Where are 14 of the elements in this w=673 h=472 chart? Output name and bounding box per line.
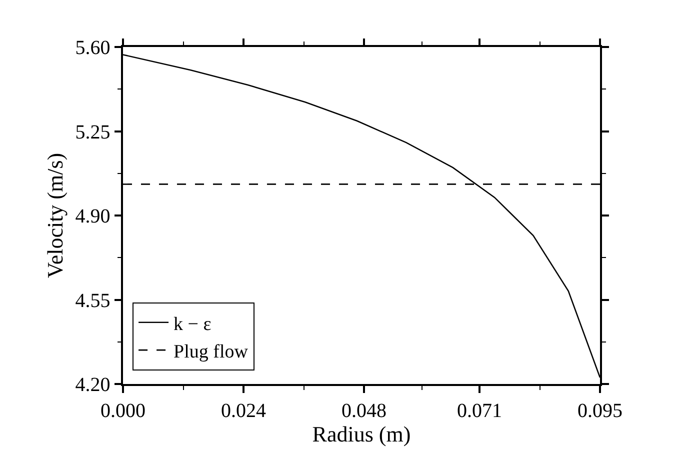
x-tick-label: 0.000 — [100, 400, 146, 422]
y-tick-label: 4.20 — [75, 374, 110, 396]
x-tick-label: 0.071 — [456, 400, 502, 422]
x-tick-label: 0.095 — [578, 400, 622, 422]
y-tick-label: 5.25 — [75, 121, 110, 144]
x-tick-label: 0.024 — [221, 400, 266, 422]
y-tick-label: 5.60 — [75, 37, 110, 59]
x-axis-title: Radius (m) — [312, 422, 411, 447]
y-tick-label: 4.90 — [75, 206, 110, 228]
y-tick-label: 4.55 — [75, 290, 110, 312]
y-axis-title: Velocity (m/s) — [42, 152, 68, 278]
legend-label: Plug flow — [174, 341, 248, 362]
x-tick-label: 0.048 — [342, 400, 387, 422]
legend-label: k − ε — [174, 314, 212, 335]
